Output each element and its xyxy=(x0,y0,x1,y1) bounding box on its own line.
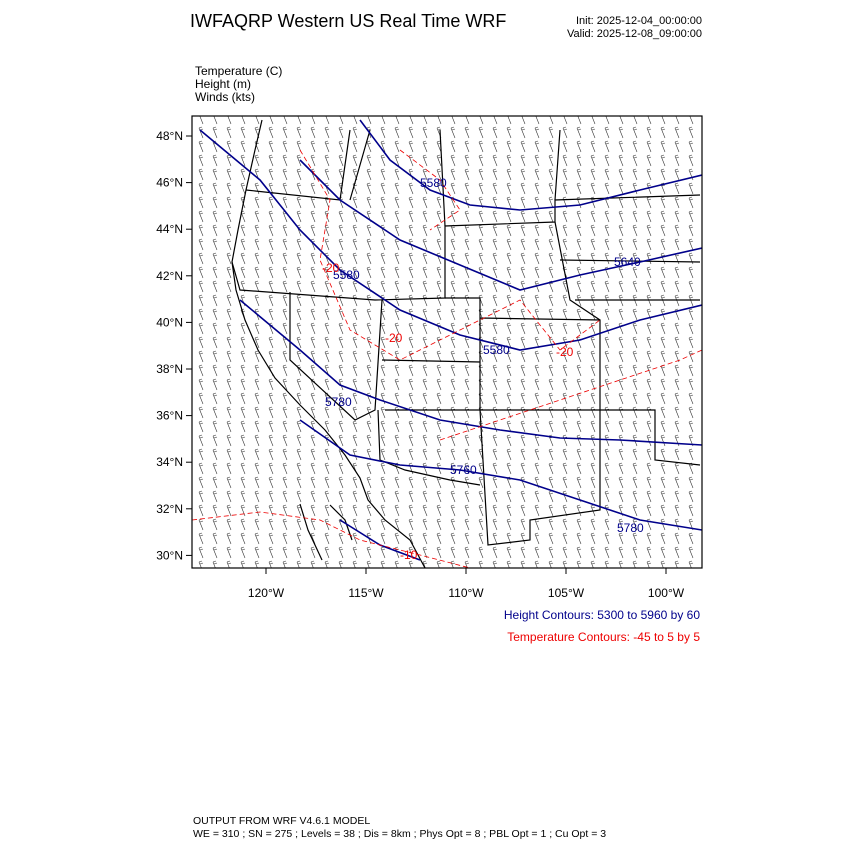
temperature-contour-label: -10 xyxy=(400,548,418,562)
height-contour-label: 5580 xyxy=(420,176,447,190)
height-contours xyxy=(199,119,702,561)
lat-label: 36°N xyxy=(156,409,183,423)
temperature-contour-label: -20 xyxy=(556,345,574,359)
field-label: Winds (kts) xyxy=(195,90,255,104)
temperature-legend: Temperature Contours: -45 to 5 by 5 xyxy=(507,630,700,644)
field-label: Temperature (C) xyxy=(195,64,282,78)
map-frame xyxy=(191,115,703,569)
valid-time: Valid: 2025-12-08_09:00:00 xyxy=(567,28,702,40)
height-contour-label: 5580 xyxy=(483,343,510,357)
lon-label: 120°W xyxy=(248,586,285,600)
temperature-contour-label: -20 xyxy=(385,331,403,345)
title: IWFAQRP Western US Real Time WRF xyxy=(190,11,506,31)
lon-label: 110°W xyxy=(448,586,484,600)
lat-label: 46°N xyxy=(156,176,183,190)
height-contour-label: 5640 xyxy=(614,255,641,269)
temperature-contours xyxy=(192,149,702,568)
height-contour-label: 5760 xyxy=(450,463,477,477)
lat-label: 34°N xyxy=(156,455,183,469)
lon-label: 105°W xyxy=(548,586,585,600)
lat-label: 38°N xyxy=(156,362,183,376)
init-time: Init: 2025-12-04_00:00:00 xyxy=(576,15,702,27)
height-legend: Height Contours: 5300 to 5960 by 60 xyxy=(504,608,700,622)
lat-label: 32°N xyxy=(156,502,183,516)
field-label: Height (m) xyxy=(195,77,251,91)
map: 5580 5640 5580 5580 5780 5760 5780 -20 -… xyxy=(192,116,702,568)
lon-label: 100°W xyxy=(648,586,685,600)
footer-model: OUTPUT FROM WRF V4.6.1 MODEL xyxy=(193,815,370,827)
axis-ticks: 48°N 46°N 44°N 42°N 40°N 38°N 36°N 34°N 32°N 30°N… xyxy=(156,129,685,600)
height-contour-label: 5780 xyxy=(617,521,644,535)
height-contour-label: 5580 xyxy=(333,268,360,282)
lon-label: 115°W xyxy=(348,586,384,600)
footer-settings: WE = 310 ; SN = 275 ; Levels = 38 ; Dis … xyxy=(193,828,606,840)
boundaries xyxy=(231,119,701,568)
height-contour-label: 5780 xyxy=(325,395,352,409)
lat-label: 42°N xyxy=(156,269,183,283)
temperature-contour-label: -20 xyxy=(322,261,340,275)
wind-barbs xyxy=(192,116,702,568)
lat-label: 30°N xyxy=(156,548,183,562)
lat-label: 40°N xyxy=(156,315,183,329)
lat-label: 48°N xyxy=(156,129,183,143)
lat-label: 44°N xyxy=(156,222,183,236)
